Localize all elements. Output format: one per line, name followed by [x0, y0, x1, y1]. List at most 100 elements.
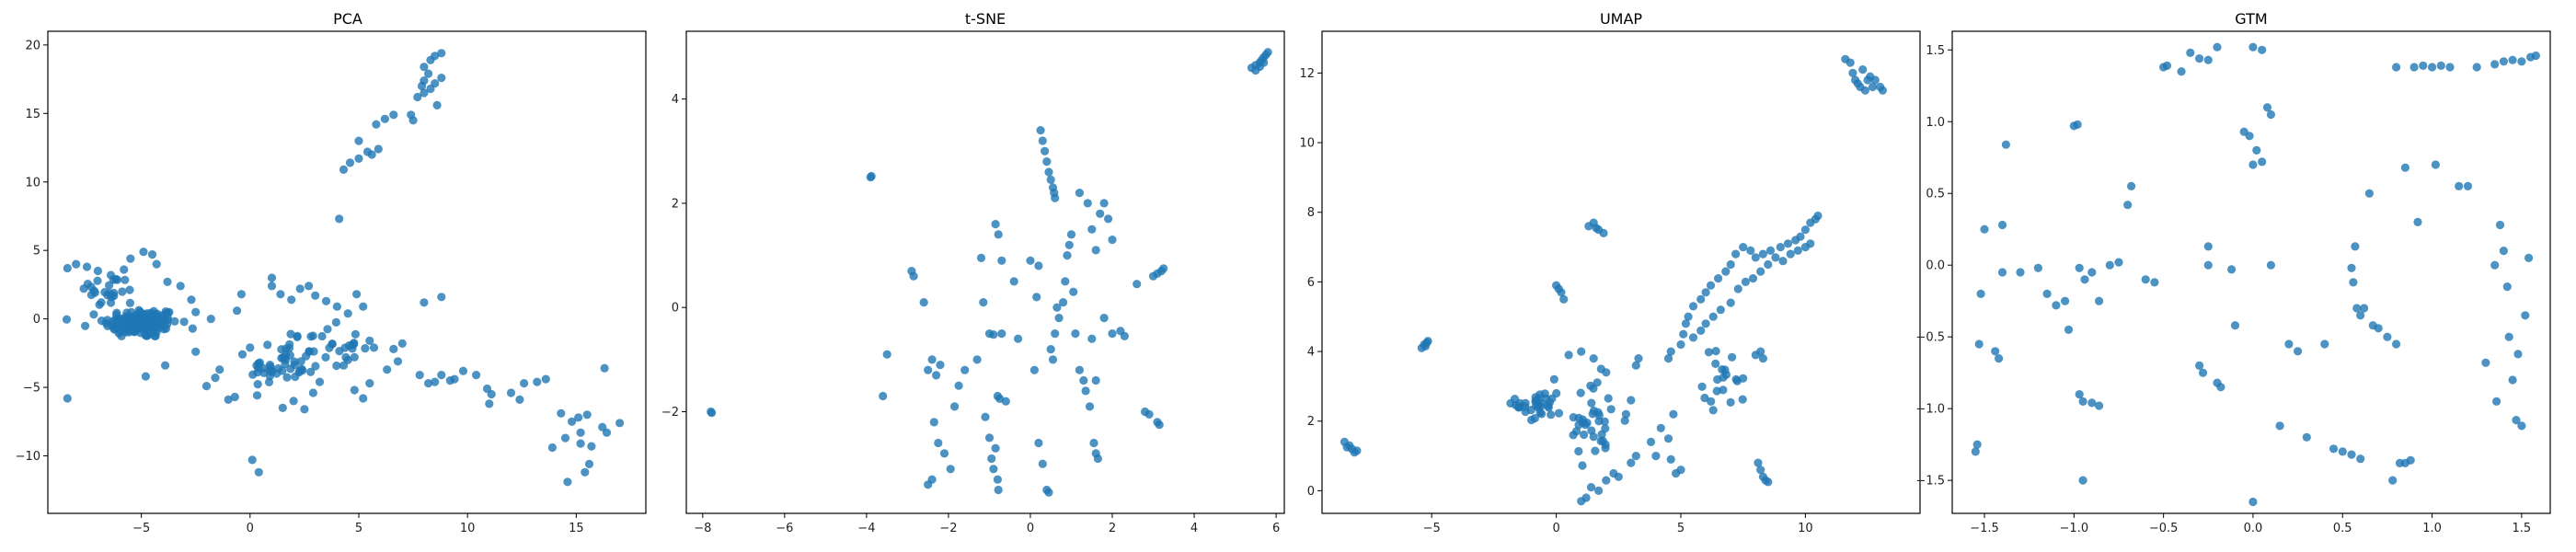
scatter-point — [233, 306, 242, 316]
scatter-point — [2490, 260, 2500, 270]
scatter-point — [1046, 345, 1055, 354]
scatter-point — [267, 366, 276, 375]
scatter-point — [1133, 280, 1142, 289]
scatter-point — [1728, 352, 1737, 362]
y-tick-label: 10 — [25, 176, 40, 190]
scatter-point — [2230, 321, 2240, 330]
scatter-point — [1032, 293, 1041, 302]
scatter-point — [515, 395, 524, 404]
scatter-point — [1576, 388, 1585, 397]
scatter-point — [981, 412, 990, 421]
scatter-point — [1559, 294, 1569, 304]
scatter-point — [1656, 423, 1665, 432]
scatter-point — [1980, 224, 1989, 234]
scatter-point — [152, 259, 161, 269]
x-tick-label: 0.0 — [2244, 522, 2263, 535]
scatter-point — [2087, 268, 2097, 277]
scatter-point — [1738, 395, 1747, 404]
scatter-point — [2517, 421, 2526, 431]
scatter-point — [909, 271, 918, 281]
scatter-point — [1765, 246, 1776, 255]
axes-ticks-gtm: −1.5 −1.0 −0.5 0.0 0.5 1.0 1.5 −1.5 −1.0 −0.5 0.0 0… — [1915, 44, 2531, 535]
scatter-point — [2374, 324, 2383, 333]
scatter-point — [1042, 157, 1052, 167]
scatter-point — [2512, 416, 2521, 425]
scatter-point — [991, 220, 1000, 229]
scatter-point — [285, 339, 294, 349]
scatter-point — [295, 366, 305, 375]
scatter-point — [1634, 354, 1643, 363]
scatter-point — [1564, 351, 1573, 360]
axes-ticks-tsne: −8 −6 −4 −2 0 2 4 6 −2 0 2 4 — [661, 93, 1280, 535]
scatter-point — [237, 350, 247, 359]
scatter-point — [1621, 409, 1630, 419]
scatter-point — [2524, 253, 2534, 262]
scatter-point — [1719, 385, 1728, 395]
y-tick-label: −0.5 — [1915, 331, 1945, 345]
scatter-point — [602, 428, 612, 437]
scatter-point — [415, 371, 424, 380]
scatter-points-tsne — [707, 48, 1272, 497]
scatter-point — [1679, 329, 1688, 339]
scatter-point — [1506, 398, 1515, 408]
scatter-point — [1052, 303, 1062, 312]
scatter-point — [1754, 458, 1763, 467]
scatter-point — [1526, 406, 1535, 415]
scatter-point — [79, 284, 88, 293]
scatter-point — [89, 310, 98, 319]
scatter-point — [267, 273, 277, 282]
scatter-point — [1099, 199, 1109, 208]
scatter-point — [306, 332, 316, 341]
y-tick-label: 12 — [1299, 67, 1315, 81]
scatter-point — [281, 351, 291, 360]
scatter-point — [264, 377, 274, 386]
panel-gtm: GTM −1.5 −1.0 −0.5 0.0 0.5 1.0 1.5 −1.5 −1.0 −0.5… — [1915, 10, 2551, 535]
scatter-point — [1596, 436, 1605, 445]
scatter-point — [960, 365, 970, 374]
scatter-point — [1721, 267, 1731, 276]
scatter-point — [1688, 333, 1698, 342]
scatter-point — [1776, 243, 1785, 252]
y-tick-label: 20 — [25, 39, 40, 52]
scatter-point — [1044, 488, 1053, 497]
scatter-point — [520, 379, 529, 388]
scatter-point — [1535, 394, 1544, 403]
scatter-point — [1599, 228, 1608, 237]
scatter-point — [994, 485, 1003, 495]
scatter-point — [2123, 201, 2133, 210]
x-tick-label: 0 — [1027, 522, 1034, 535]
scatter-point — [2490, 60, 2500, 69]
scatter-point — [1708, 312, 1718, 321]
scatter-point — [93, 276, 102, 285]
scatter-point — [1059, 298, 1068, 307]
scatter-point — [1036, 126, 1045, 135]
scatter-point — [424, 69, 433, 78]
scatter-point — [350, 385, 359, 395]
scatter-point — [2445, 63, 2455, 72]
scatter-point — [420, 76, 429, 86]
scatter-point — [365, 379, 374, 388]
scatter-point — [431, 52, 440, 61]
scatter-point — [867, 171, 876, 181]
scatter-point — [1751, 253, 1760, 262]
scatter-point — [161, 361, 170, 370]
scatter-point — [1577, 347, 1586, 356]
scatter-point — [568, 417, 577, 426]
scatter-point — [2073, 120, 2082, 129]
scatter-point — [134, 319, 144, 328]
scatter-point — [1120, 331, 1129, 340]
scatter-point — [86, 282, 96, 292]
scatter-point — [2356, 454, 2365, 464]
scatter-point — [179, 317, 189, 327]
x-tick-label: 10 — [1798, 522, 1813, 535]
scatter-point — [1547, 394, 1557, 403]
scatter-point — [1029, 365, 1039, 374]
scatter-point — [201, 382, 212, 391]
scatter-point — [1631, 452, 1640, 461]
scatter-point — [932, 371, 941, 380]
scatter-point — [1075, 365, 1084, 374]
scatter-point — [331, 317, 340, 327]
scatter-point — [86, 290, 96, 300]
scatter-point — [255, 358, 264, 367]
